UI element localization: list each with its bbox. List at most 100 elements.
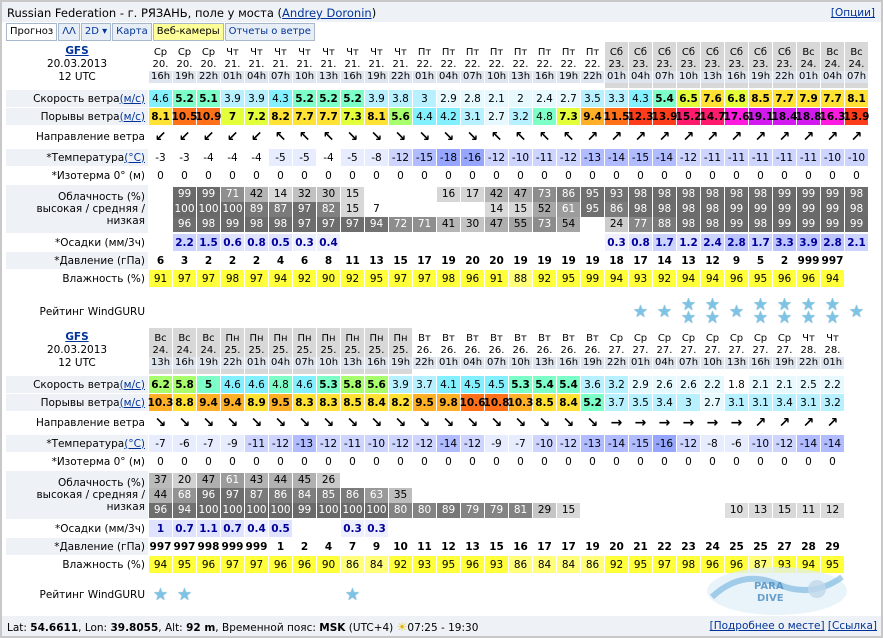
gust-cell: 11.5: [604, 108, 629, 125]
rating-cell: ★: [845, 288, 869, 336]
cloud-value: 52: [533, 201, 556, 217]
unit-link[interactable]: (м/с): [119, 378, 145, 391]
dir-cell: ↖: [533, 126, 557, 148]
unit-link[interactable]: (°C): [124, 151, 145, 164]
gust-cell: 3.5: [629, 394, 653, 411]
cloud-value: [509, 487, 532, 503]
options-link[interactable]: [Опции]: [830, 7, 875, 19]
temp-cell: -8: [701, 435, 725, 452]
temp-cell: -11: [725, 149, 749, 166]
timezone: MSK: [319, 622, 346, 634]
cloud-value: 63: [365, 487, 388, 503]
press-cell: 2: [245, 252, 269, 269]
iso-cell: 0: [797, 453, 821, 470]
rating-cell: [437, 288, 461, 336]
press-cell: 13: [677, 252, 701, 269]
hum-cell: 90: [317, 270, 341, 287]
cloud-value: 98: [701, 216, 724, 232]
cloud-cell: 61 97 100: [221, 471, 245, 519]
gust-cell: 9.4: [221, 394, 245, 411]
time-column: Пт 22. 01h: [413, 42, 437, 88]
temp-cell: -6: [725, 435, 749, 452]
model-link[interactable]: GFS: [65, 331, 89, 343]
tab-0[interactable]: Прогноз: [6, 23, 58, 41]
precip-cell: [581, 234, 605, 251]
temp-cell: -11: [773, 149, 797, 166]
unit-link[interactable]: (м/с): [119, 92, 145, 105]
unit-link[interactable]: (м/с): [119, 396, 145, 409]
cloud-value: [509, 472, 532, 488]
tab-3[interactable]: Карта: [112, 23, 152, 41]
iso-cell: 0: [749, 453, 773, 470]
precip-cell: [773, 520, 797, 537]
cloud-value: 61: [557, 201, 580, 217]
time-column: Чт 21. 10h: [293, 42, 317, 88]
hum-cell: 94: [149, 556, 173, 573]
speed-cell: 3.7: [413, 376, 437, 393]
dir-cell: ↘: [173, 412, 197, 434]
hum-cell: 96: [725, 270, 749, 287]
iso-cell: 0: [773, 453, 797, 470]
row-precip: 2.2 1.5 0.6 0.8 0.5 0.3 0.4 0.3 0.8 1.7 1.2 2.4 2.8 1…: [149, 234, 869, 251]
temp-cell: -6: [173, 435, 197, 452]
hum-cell: 96: [269, 556, 293, 573]
cloud-cell: [149, 185, 173, 233]
unit-link[interactable]: (м/с): [119, 110, 145, 123]
cloud-value: [581, 502, 604, 518]
row-label-cloud: Облачность (%) высокая / средняя / низкая: [6, 471, 148, 519]
precip-cell: 1.2: [677, 234, 701, 251]
tab-4[interactable]: Веб-камеры: [152, 23, 224, 41]
gust-cell: 3.1: [749, 394, 773, 411]
cloud-cell: 98 98 99: [845, 185, 869, 233]
time-column: Ср 27. 22h: [605, 328, 629, 374]
precip-cell: 0.3: [605, 234, 629, 251]
press-cell: 23: [677, 538, 701, 555]
cloud-value: 32: [293, 186, 316, 202]
temp-cell: -14: [605, 149, 629, 166]
cloud-value: [389, 186, 412, 202]
press-cell: 19: [557, 252, 581, 269]
precip-cell: [533, 520, 557, 537]
gust-cell: 3.7: [605, 394, 629, 411]
cloud-value: [557, 487, 580, 503]
cloud-value: [677, 502, 700, 518]
temp-cell: -7: [149, 435, 173, 452]
precip-cell: [341, 234, 365, 251]
temp-cell: -12: [389, 149, 413, 166]
dir-cell: ↖: [509, 126, 533, 148]
hum-cell: 91: [149, 270, 173, 287]
rating-cell: [677, 574, 701, 616]
spot-details-link[interactable]: [Подробнее о месте]: [709, 620, 825, 632]
iso-cell: 0: [677, 453, 701, 470]
press-cell: 9: [725, 252, 749, 269]
tab-2[interactable]: 2D ▾: [80, 23, 112, 41]
rating-cell: [509, 574, 533, 616]
iso-cell: 0: [365, 453, 389, 470]
iso-cell: 0: [221, 167, 245, 184]
cloud-value: [629, 487, 652, 503]
cloud-value: 98: [725, 186, 748, 202]
hum-cell: 94: [269, 270, 293, 287]
cloud-cell: 47 15 55: [509, 185, 533, 233]
rating-cell: [149, 288, 173, 336]
precip-cell: [725, 520, 749, 537]
cloud-value: 47: [485, 216, 508, 232]
author-link[interactable]: Andrey Doronin: [282, 6, 372, 20]
gust-cell: 7.3: [341, 108, 365, 125]
tab-5[interactable]: Отчеты о ветре: [224, 23, 315, 41]
iso-cell: 0: [149, 167, 173, 184]
precip-cell: 1.5: [197, 234, 221, 251]
speed-cell: 5.2: [341, 90, 365, 107]
gust-cell: 3.1: [461, 108, 485, 125]
unit-link[interactable]: (°C): [124, 437, 145, 450]
temp-cell: -7: [509, 435, 533, 452]
cloud-value: [629, 472, 652, 488]
time-column: Чт 21. 01h: [221, 42, 245, 88]
permalink[interactable]: [Ссылка]: [827, 620, 877, 632]
precip-cell: [413, 234, 437, 251]
tab-1[interactable]: ΛΛ: [58, 23, 80, 41]
cloud-value: 98: [197, 216, 220, 232]
precip-cell: [413, 520, 437, 537]
gust-cell: 13.9: [652, 108, 677, 125]
model-link[interactable]: GFS: [65, 45, 89, 57]
